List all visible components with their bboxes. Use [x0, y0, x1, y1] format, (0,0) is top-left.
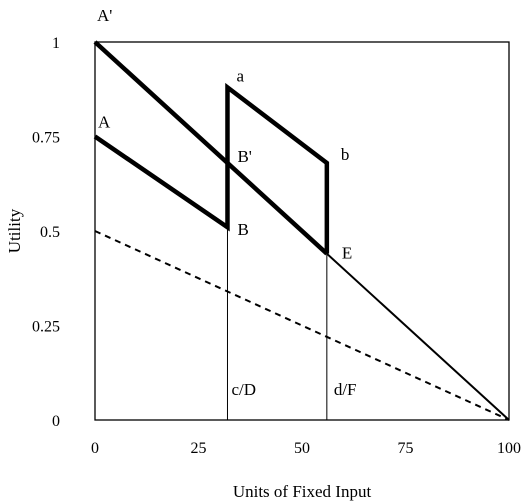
- x-tick-label: 0: [91, 440, 99, 457]
- y-tick-label: 0: [52, 413, 60, 430]
- x-tick-label: 25: [191, 440, 207, 457]
- x-axis-label: Units of Fixed Input: [233, 482, 372, 501]
- x-tick-label: 50: [294, 440, 310, 457]
- point-label: c/D: [231, 380, 256, 399]
- point-label: E: [342, 244, 352, 263]
- y-tick-label: 0.5: [40, 224, 60, 241]
- x-tick-label: 100: [497, 440, 521, 457]
- point-label: A': [97, 6, 112, 25]
- x-tick-label: 75: [398, 440, 414, 457]
- point-label: B': [237, 147, 251, 166]
- series-line-4: [94, 230, 510, 421]
- y-axis-label: Utility: [5, 208, 24, 253]
- point-label: A: [98, 113, 111, 132]
- series-line-1: [93, 82, 330, 254]
- y-tick-label: 1: [52, 35, 60, 52]
- point-label: B: [237, 220, 248, 239]
- point-label: d/F: [334, 380, 357, 399]
- point-label: b: [341, 145, 350, 164]
- y-tick-label: 0.75: [32, 130, 60, 147]
- series-line-3: [326, 252, 510, 421]
- y-tick-label: 0.25: [32, 319, 60, 336]
- series-line-2: [93, 40, 329, 256]
- point-label: a: [236, 66, 244, 85]
